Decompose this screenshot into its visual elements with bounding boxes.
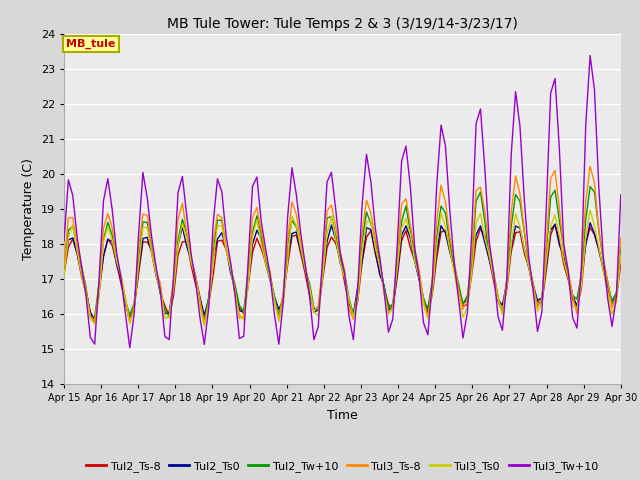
Legend: Tul2_Ts-8, Tul2_Ts0, Tul2_Tw+10, Tul3_Ts-8, Tul3_Ts0, Tul3_Tw+10: Tul2_Ts-8, Tul2_Ts0, Tul2_Tw+10, Tul3_Ts… bbox=[82, 457, 603, 477]
Title: MB Tule Tower: Tule Temps 2 & 3 (3/19/14-3/23/17): MB Tule Tower: Tule Temps 2 & 3 (3/19/14… bbox=[167, 17, 518, 31]
Y-axis label: Temperature (C): Temperature (C) bbox=[22, 158, 35, 260]
Text: MB_tule: MB_tule bbox=[66, 39, 115, 49]
X-axis label: Time: Time bbox=[327, 408, 358, 421]
